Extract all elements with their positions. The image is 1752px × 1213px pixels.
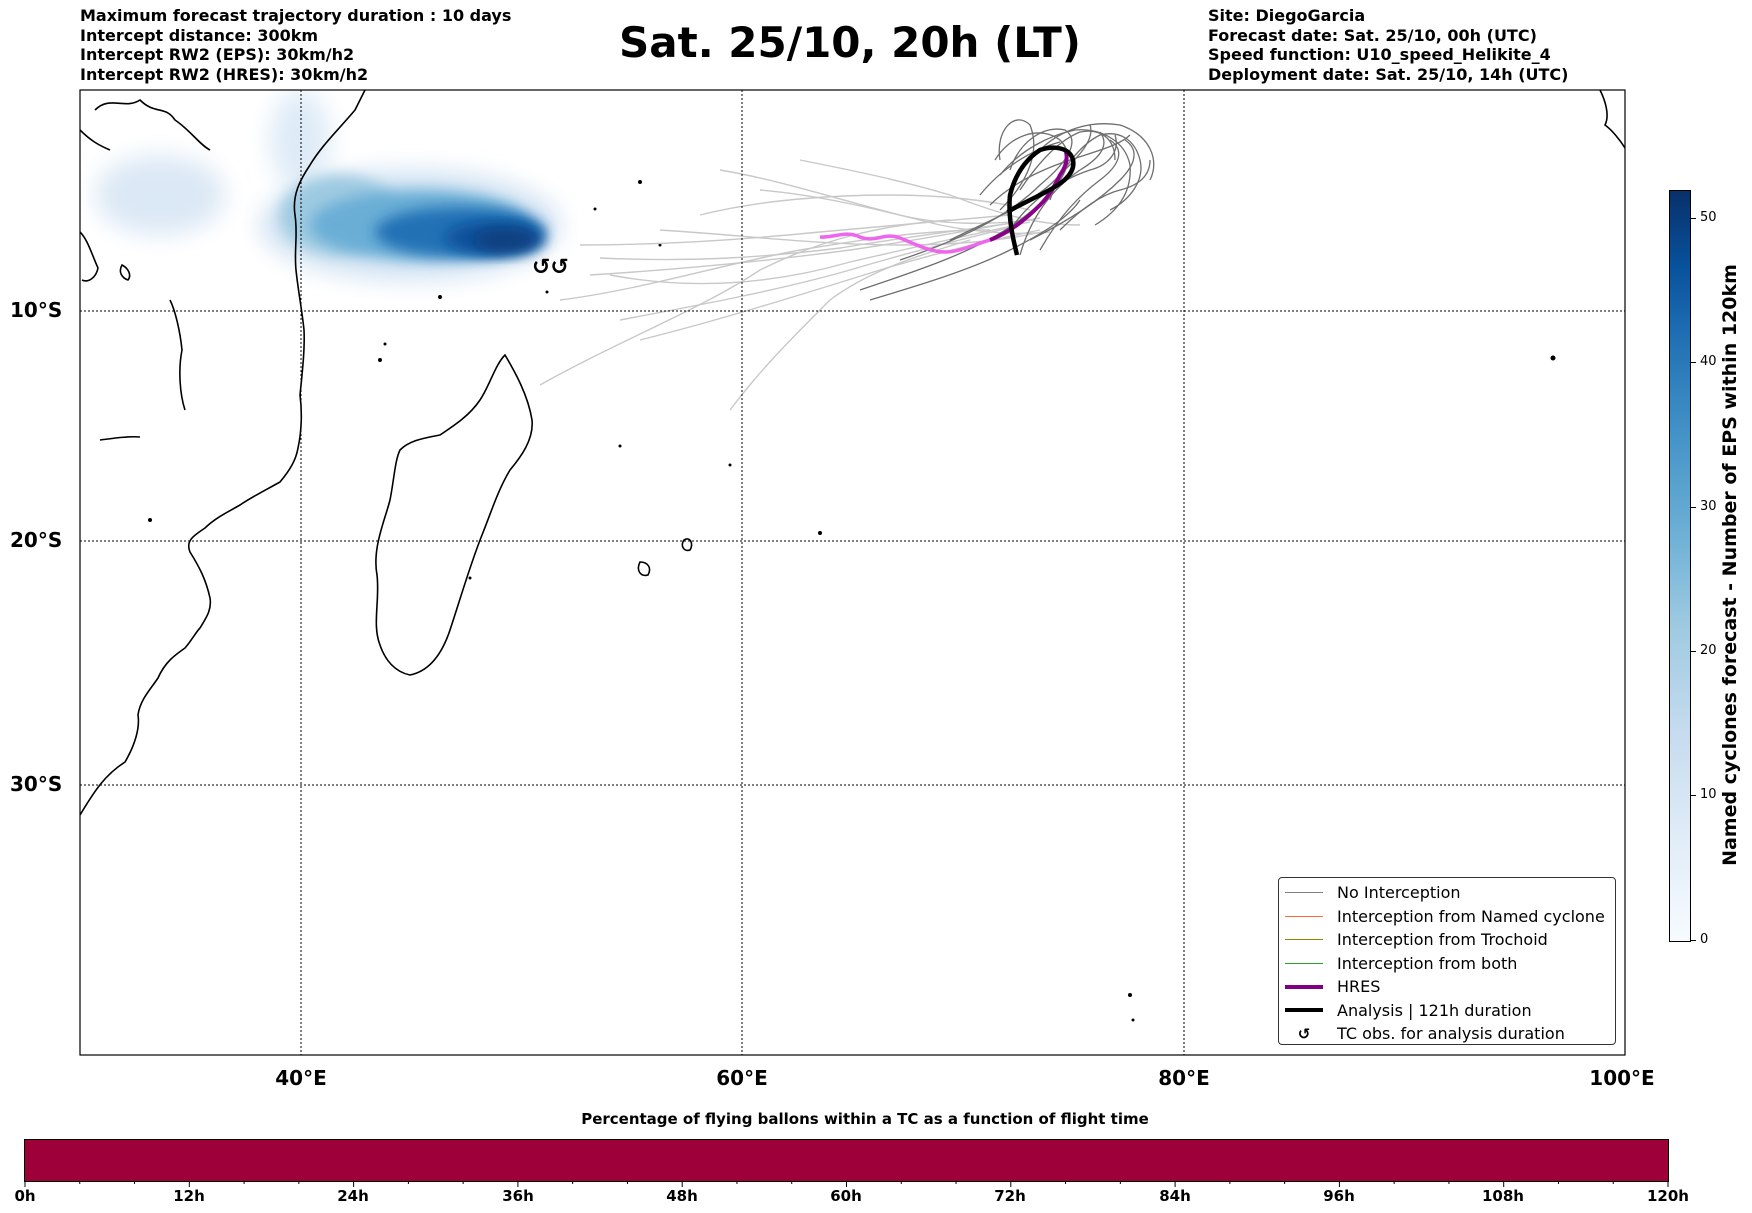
flight-time-tick-label: 12h [173,1187,205,1205]
flight-time-tick-label: 48h [666,1187,698,1205]
legend-item-no-interception: No Interception [1285,881,1615,905]
colorbar-tick [1691,651,1696,652]
flight-time-tick-label: 36h [502,1187,534,1205]
flight-time-tick-label: 96h [1323,1187,1355,1205]
colorbar-tick-label: 20 [1700,643,1717,658]
flight-time-tick-label: 108h [1482,1187,1524,1205]
colorbar-title: Named cyclones forecast - Number of EPS … [1719,264,1741,866]
island-seychelles [80,231,99,282]
island-mauritius [681,538,693,552]
header-line-rw2-eps: Intercept RW2 (EPS): 30km/h2 [80,45,355,64]
header-line-deployment-date: Deployment date: Sat. 25/10, 14h (UTC) [1208,64,1569,84]
flight-time-tick-label: 60h [830,1187,862,1205]
legend-label: HRES [1337,977,1381,997]
map-frame [79,89,1626,1056]
map-legend: No Interception Interception from Named … [1278,877,1616,1045]
legend-item-both: Interception from both [1285,952,1615,976]
island-zanzibar [119,263,131,281]
flight-time-bar-title: Percentage of flying ballons within a TC… [581,1110,1149,1128]
colorbar-tick-label: 0 [1700,932,1709,947]
flight-time-tick-label: 24h [337,1187,369,1205]
colorbar-tick [1691,218,1696,219]
coastline-madagascar [375,353,533,676]
lat-label-20s: 20°S [10,528,63,552]
flight-time-tick-label: 72h [994,1187,1026,1205]
lat-label-10s: 10°S [10,298,63,322]
legend-item-tc-obs: ↺ TC obs. for analysis duration [1285,1022,1615,1046]
colorbar-tick [1691,362,1696,363]
flight-time-tick-label: 120h [1647,1187,1689,1205]
legend-label: TC obs. for analysis duration [1337,1024,1565,1044]
tc-obs-symbol: ↺↺ [532,255,569,280]
eps-trajectories-dark [859,119,1155,301]
island-mafia [99,435,141,441]
colorbar-tick [1691,940,1696,941]
flight-time-tick-label: 0h [14,1187,36,1205]
colorbar-tick-label: 50 [1700,210,1717,225]
legend-swatch [1285,1008,1323,1013]
colorbar-tick [1691,507,1696,508]
lon-label-40e: 40°E [275,1066,327,1090]
flight-time-bar [24,1139,1669,1182]
tc-obs-icon: ↺ [1297,1024,1311,1043]
header-line-distance: Intercept distance: 300km [80,25,319,45]
legend-item-hres: HRES [1285,975,1615,999]
colorbar-tick-label: 10 [1700,787,1717,802]
coastline-africa [80,90,366,816]
page-title: Sat. 25/10, 20h (LT) [619,18,1081,67]
legend-label: Interception from Named cyclone [1337,906,1605,926]
analysis-trajectory [1006,145,1076,256]
legend-label: Interception from Trochoid [1337,930,1548,950]
header-line-speed-function: Speed function: U10_speed_Helikite_4 [1208,45,1551,64]
island-reunion [637,561,651,577]
legend-item-named-cyclone: Interception from Named cyclone [1285,905,1615,929]
header-line-rw2-hres: Intercept RW2 (HRES): 30km/h2 [80,64,369,84]
legend-label: No Interception [1337,883,1461,903]
small-islands [148,180,1556,1022]
legend-swatch [1285,892,1323,894]
lon-label-80e: 80°E [1158,1066,1210,1090]
legend-swatch [1285,962,1323,964]
legend-swatch [1285,939,1323,941]
header-line-site: Site: DiegoGarcia [1208,6,1366,25]
header-line-duration: Maximum forecast trajectory duration : 1… [80,6,512,25]
lon-label-60e: 60°E [716,1066,768,1090]
header-line-forecast-date: Forecast date: Sat. 25/10, 00h (UTC) [1208,25,1537,45]
header-info-right: Site: DiegoGarcia Forecast date: Sat. 25… [1208,6,1568,84]
colorbar-tick [1691,795,1696,796]
legend-item-analysis: Analysis | 121h duration [1285,999,1615,1023]
colorbar-tick-label: 40 [1700,354,1717,369]
coastlines [80,90,1625,816]
eps-density-field [95,90,560,280]
lon-label-100e: 100°E [1589,1066,1655,1090]
colorbar-tick-label: 30 [1700,499,1717,514]
legend-label: Analysis | 121h duration [1337,1000,1532,1020]
legend-label: Interception from both [1337,953,1518,973]
legend-swatch [1285,915,1323,917]
lat-label-30s: 30°S [10,772,63,796]
island-north-coast [80,98,211,151]
density-colorbar [1669,190,1691,942]
flight-time-tick-label: 84h [1159,1187,1191,1205]
island-lakshadweep [1599,90,1625,149]
legend-item-trochoid: Interception from Trochoid [1285,928,1615,952]
gridlines [80,90,1625,1055]
island-comoros [169,299,186,411]
legend-swatch [1285,984,1323,989]
header-info-left: Maximum forecast trajectory duration : 1… [80,6,511,84]
